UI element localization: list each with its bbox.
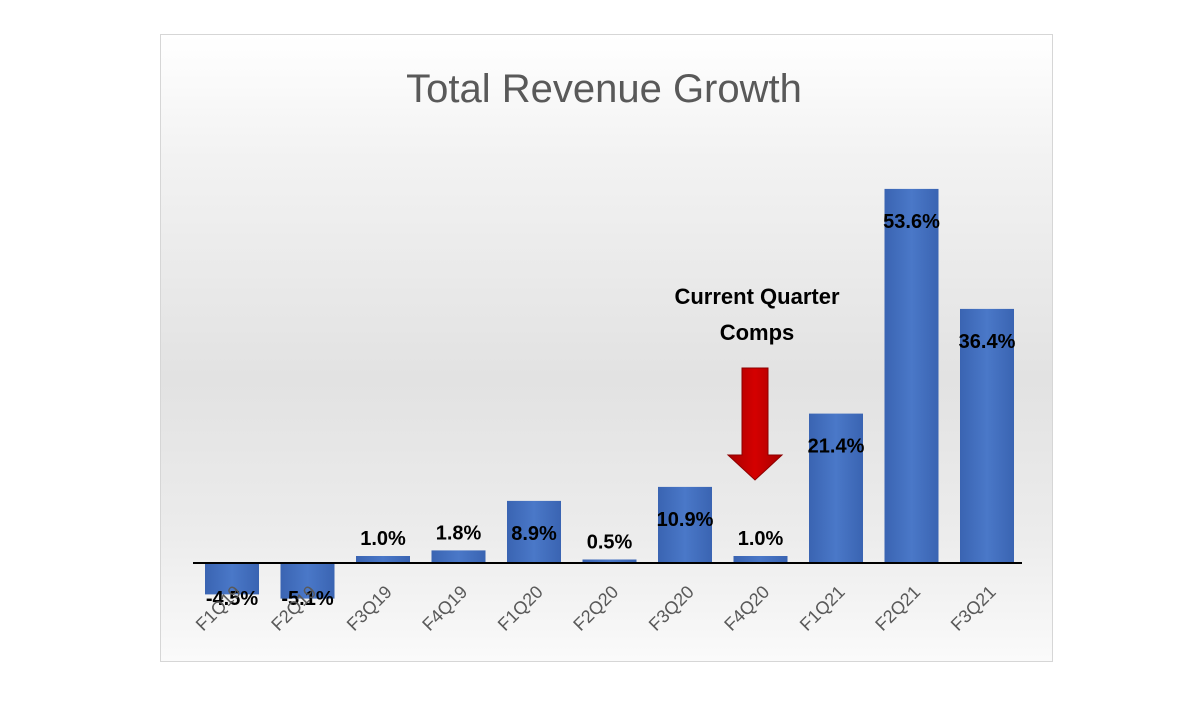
bar-F2Q21 [884,188,939,563]
tick-label-F2Q20: F2Q20 [569,582,622,635]
tick-label-F3Q21: F3Q21 [947,582,1000,635]
data-label-F4Q20: 1.0% [738,528,784,550]
data-label-F3Q21: 36.4% [959,331,1016,353]
data-label-F3Q19: 1.0% [360,528,406,550]
tick-label-F2Q21: F2Q21 [871,582,924,635]
data-labels-group: -4.5% -5.1% 1.0% 1.8% 8.9% 0.5% 10.9% 1.0% 21.4%… [206,211,1016,610]
annotation-text-line-1: Current Quarter [674,284,839,309]
bar-F2Q20 [582,559,637,563]
chart-title: Total Revenue Growth [406,67,802,111]
bar-F1Q21 [809,413,863,563]
tick-label-F4Q20: F4Q20 [720,582,773,635]
bar-F4Q20 [733,556,788,563]
data-label-F1Q19: -4.5% [206,588,258,610]
data-label-F3Q20: 10.9% [657,509,714,531]
tick-label-F1Q20: F1Q20 [494,582,547,635]
bars-group [205,188,1014,599]
bar-F2Q19 [280,563,335,599]
current-quarter-annotation: Current Quarter Comps [674,284,840,481]
data-label-F2Q21: 53.6% [883,211,940,233]
down-arrow-icon [726,367,784,481]
data-label-F4Q19: 1.8% [436,522,482,544]
data-label-F1Q20: 8.9% [511,523,557,545]
bar-F1Q19 [205,563,259,595]
data-label-F1Q21: 21.4% [808,436,865,458]
annotation-text-line-2: Comps [720,320,795,345]
bar-F4Q19 [431,550,486,563]
tick-label-F3Q20: F3Q20 [645,582,698,635]
data-label-F2Q20: 0.5% [587,532,633,554]
tick-label-F4Q19: F4Q19 [418,582,471,635]
bar-F3Q21 [960,308,1014,563]
data-label-F2Q19: -5.1% [281,588,333,610]
bar-F3Q20 [658,486,712,563]
tick-label-F3Q19: F3Q19 [343,582,396,635]
tick-label-F1Q21: F1Q21 [796,582,849,635]
bar-F1Q20 [507,500,561,563]
bar-F3Q19 [356,556,410,563]
